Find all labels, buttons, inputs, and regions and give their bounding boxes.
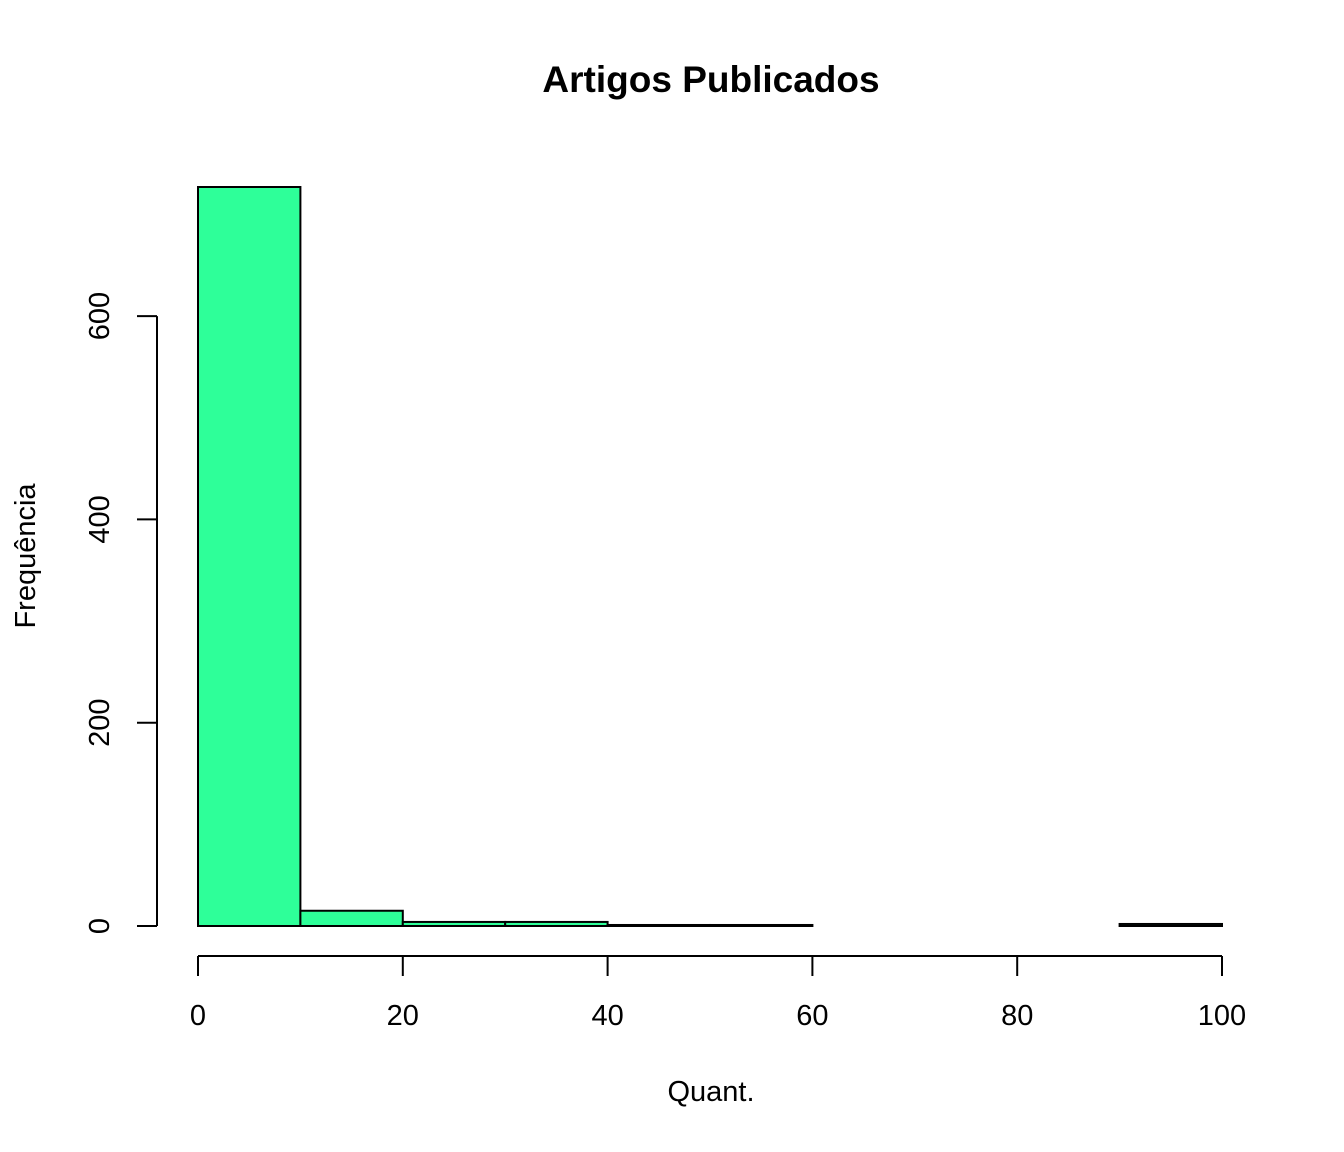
chart-title: Artigos Publicados <box>542 59 879 100</box>
x-tick-label: 100 <box>1198 1000 1246 1032</box>
y-axis: 0 200 400 600 <box>84 292 158 934</box>
histogram-bar-2 <box>401 920 507 927</box>
x-tick-label: 60 <box>796 1000 828 1032</box>
y-tick-label: 600 <box>84 292 116 340</box>
y-tick-label: 400 <box>84 495 116 543</box>
histogram-bar-0 <box>197 186 302 927</box>
x-tick-label: 0 <box>190 1000 206 1032</box>
x-tick-label: 40 <box>591 1000 623 1032</box>
y-axis-label: Frequência <box>10 483 42 629</box>
histogram-bar-1 <box>299 909 404 927</box>
histogram-bar-4 <box>606 923 711 928</box>
x-tick-label: 20 <box>387 1000 419 1032</box>
bars-group <box>197 186 1223 928</box>
x-tick-label: 80 <box>1001 1000 1033 1032</box>
y-tick-label: 200 <box>84 699 116 747</box>
histogram-bar-5 <box>709 923 814 928</box>
histogram-bar-3 <box>504 920 609 927</box>
x-axis-label: Quant. <box>667 1076 754 1108</box>
histogram-bar-9 <box>1118 922 1223 927</box>
x-axis: 0 20 40 60 80 100 <box>190 955 1246 1032</box>
y-tick-label: 0 <box>84 918 116 934</box>
